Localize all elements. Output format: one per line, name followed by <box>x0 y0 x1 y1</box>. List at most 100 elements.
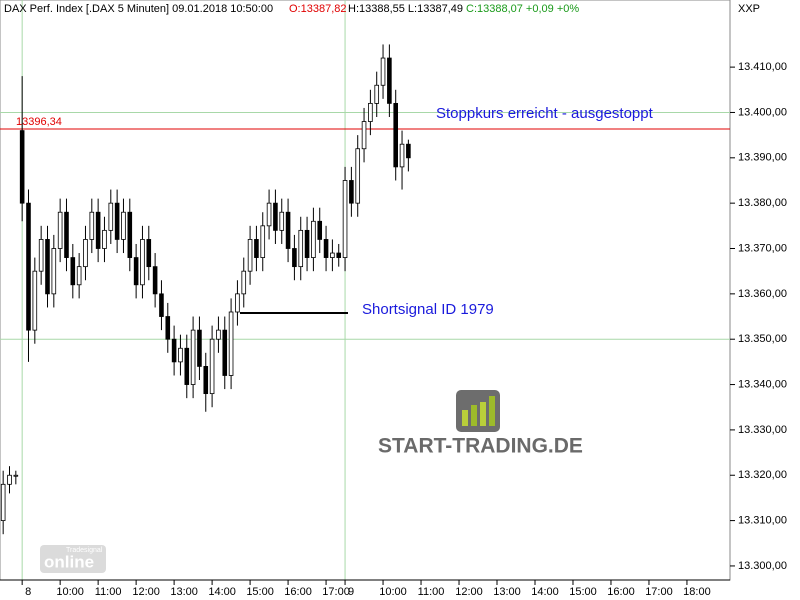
candle-body <box>152 266 158 295</box>
logo: START-TRADING.DE <box>378 390 583 458</box>
candle-body <box>178 347 183 363</box>
y-tick-label: 13.380,00 <box>738 197 787 209</box>
candle-body <box>247 239 253 272</box>
x-tick-label: 12:00 <box>455 586 483 598</box>
vendor-name: Tradesignal <box>66 547 103 554</box>
x-tick-label: 15:00 <box>246 586 274 598</box>
candle-body <box>349 180 354 204</box>
candle-body <box>32 270 38 331</box>
x-tick-label: 13:00 <box>170 586 198 598</box>
candle-body <box>114 202 120 240</box>
header-high-low: H:13388,55 L:13387,49 <box>348 3 463 15</box>
x-tick-label: 8 <box>25 586 31 598</box>
candle-body <box>38 239 44 272</box>
logo-bar <box>480 402 486 426</box>
annotation: Stoppkurs erreicht - ausgestoppt <box>436 105 654 122</box>
reference-label: 13396,34 <box>16 116 62 128</box>
candle-body <box>336 252 342 258</box>
candle-body <box>165 316 171 340</box>
x-tick-label: 9 <box>348 586 354 598</box>
candle-body <box>292 248 297 268</box>
y-tick-label: 13.360,00 <box>738 288 787 300</box>
candle-body <box>184 347 190 385</box>
candle-body <box>76 266 82 286</box>
candle-body <box>406 143 411 159</box>
candle-body <box>355 148 361 204</box>
candle-body <box>304 229 310 258</box>
x-tick-label: 14:00 <box>208 586 236 598</box>
candle-body <box>159 293 164 317</box>
candle-body <box>197 329 202 367</box>
candle-body <box>45 239 50 295</box>
logo-bar <box>489 396 495 426</box>
y-tick-label: 13.390,00 <box>738 152 787 164</box>
candle-body <box>7 474 12 485</box>
candle-body <box>26 202 31 331</box>
candle-body <box>387 57 392 104</box>
candle-body <box>89 211 95 240</box>
x-tick-label: 13:00 <box>493 586 521 598</box>
vendor-badge <box>40 545 106 573</box>
vendor-product: online <box>44 552 94 571</box>
x-tick-label: 11:00 <box>418 586 445 598</box>
x-tick-label: 10:00 <box>379 586 407 598</box>
candle-body <box>0 483 6 521</box>
header-instrument: DAX Perf. Index [.DAX 5 Minuten] 09.01.2… <box>4 3 273 15</box>
candle-body <box>342 180 348 258</box>
logo-text: START-TRADING.DE <box>378 435 583 458</box>
candle-body <box>279 211 285 231</box>
y-tick-label: 13.310,00 <box>738 515 787 527</box>
candle-body <box>133 257 139 286</box>
candle-body <box>254 239 259 258</box>
y-tick-label: 13.410,00 <box>738 61 787 73</box>
candle-body <box>285 211 291 249</box>
candle-body <box>190 329 196 385</box>
candle-body <box>19 130 25 204</box>
y-tick-label: 13.400,00 <box>738 106 787 118</box>
candle-body <box>209 338 215 395</box>
candle-body <box>51 248 57 295</box>
candle-body <box>171 338 177 363</box>
y-tick-label: 13.340,00 <box>738 378 787 390</box>
y-tick-label: 13.370,00 <box>738 242 787 254</box>
x-tick-label: 17:00 <box>322 586 350 598</box>
header-open: O:13387,82 <box>289 3 347 15</box>
candle-body <box>83 239 88 268</box>
candle-body <box>317 220 323 240</box>
candle-body <box>266 202 272 227</box>
candle-body <box>298 229 304 268</box>
candle-body <box>374 84 380 104</box>
x-tick-label: 16:00 <box>607 586 635 598</box>
header-close: C:13388,07 +0,09 +0% <box>466 3 579 15</box>
y-tick-label: 13.350,00 <box>738 333 787 345</box>
candle-body <box>57 211 63 249</box>
plot-area <box>0 0 731 581</box>
candle-body <box>216 329 221 340</box>
candle-body <box>64 211 69 258</box>
candle-body <box>330 252 335 258</box>
candle-body <box>70 257 76 286</box>
candle-body <box>121 211 126 240</box>
candle-body <box>95 211 101 249</box>
x-tick-label: 10:00 <box>56 586 84 598</box>
x-tick-label: 11:00 <box>95 586 122 598</box>
candle-body <box>380 57 386 86</box>
candle-body <box>393 102 399 168</box>
candle-body <box>235 293 240 313</box>
annotation: Shortsignal ID 1979 <box>362 301 494 318</box>
candle-body <box>368 102 373 122</box>
logo-bar <box>471 405 477 426</box>
logo-bar <box>462 410 468 426</box>
y-tick-label: 13.330,00 <box>738 424 787 436</box>
candle-body <box>108 202 114 231</box>
candle-body <box>323 239 329 258</box>
y-tick-label: 13.320,00 <box>738 469 787 481</box>
candle-body <box>399 143 405 168</box>
candle-body <box>146 239 152 268</box>
candle-body <box>127 211 133 258</box>
x-tick-label: 12:00 <box>132 586 160 598</box>
x-tick-label: 15:00 <box>569 586 597 598</box>
vendor-watermark: Tradesignal online <box>40 545 106 573</box>
